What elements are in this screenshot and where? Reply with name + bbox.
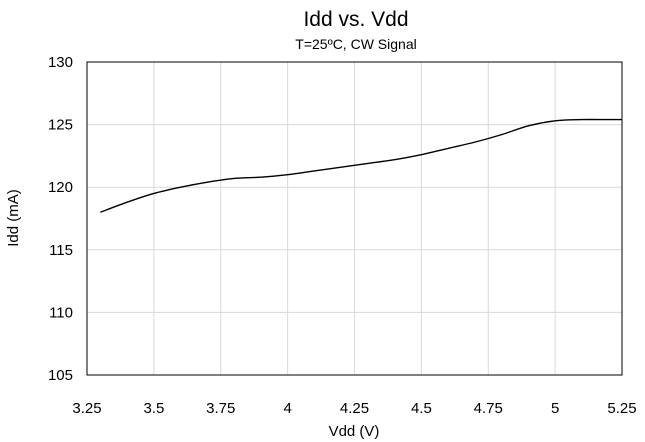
x-tick-label: 3.25 (72, 400, 101, 417)
y-axis-label: Idd (mA) (5, 189, 22, 247)
x-tick-label: 4.25 (340, 400, 369, 417)
y-tick-labels: 105 110 115 120 125 130 (48, 54, 73, 384)
y-tick-label: 130 (48, 54, 73, 71)
y-tick-label: 115 (49, 242, 73, 259)
x-tick-label: 4.5 (411, 400, 432, 417)
y-tick-label: 120 (48, 179, 73, 196)
y-tick-label: 110 (49, 304, 73, 321)
x-tick-label: 5 (551, 400, 559, 417)
x-tick-label: 5.25 (607, 400, 636, 417)
x-tick-label: 3.5 (143, 400, 164, 417)
y-tick-label: 105 (48, 367, 73, 384)
x-tick-labels: 3.25 3.5 3.75 4 4.25 4.5 4.75 5 5.25 (72, 400, 636, 417)
grid-lines (87, 62, 622, 375)
x-tick-label: 4.75 (474, 400, 503, 417)
x-tick-label: 3.75 (206, 400, 235, 417)
series-layer (100, 119, 622, 212)
series-line (100, 119, 622, 212)
x-tick-label: 4 (283, 400, 291, 417)
chart-title: Idd vs. Vdd (303, 8, 408, 31)
x-axis-label: Vdd (V) (329, 423, 380, 440)
chart-subtitle: T=25ºC, CW Signal (295, 36, 416, 52)
y-tick-label: 125 (48, 117, 73, 134)
